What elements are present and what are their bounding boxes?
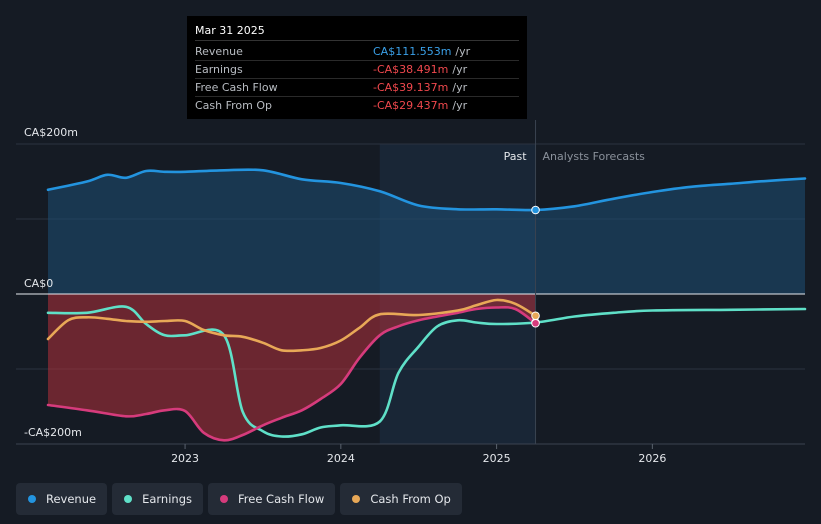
tooltip-unit: /yr [455, 45, 471, 58]
legend-item-free-cash-flow[interactable]: Free Cash Flow [208, 483, 336, 515]
series-fills [48, 169, 805, 441]
tooltip: Mar 31 2025 Revenue CA$111.553m/yr Earni… [187, 16, 527, 119]
tooltip-label: Revenue [195, 45, 243, 58]
legend-label: Cash From Op [370, 492, 451, 506]
tooltip-value: -CA$39.137m [373, 81, 449, 94]
legend: Revenue Earnings Free Cash Flow Cash Fro… [16, 483, 462, 515]
earnings-line [46, 305, 807, 438]
free-cash-flow-marker[interactable] [531, 318, 540, 328]
x-tick-label: 2023 [171, 452, 199, 465]
tooltip-unit: /yr [452, 81, 468, 94]
tooltip-label: Earnings [195, 63, 243, 76]
series-markers [531, 205, 540, 328]
legend-item-earnings[interactable]: Earnings [112, 483, 203, 515]
legend-label: Earnings [142, 492, 192, 506]
legend-item-cash-from-op[interactable]: Cash From Op [340, 483, 462, 515]
cash-from-op-marker[interactable] [531, 311, 540, 321]
x-axis: 2023 2024 2025 2026 [171, 444, 666, 465]
tooltip-label: Cash From Op [195, 99, 273, 112]
tooltip-row-revenue: Revenue CA$111.553m/yr [195, 43, 519, 61]
tooltip-row-free-cash-flow: Free Cash Flow -CA$39.137m/yr [195, 79, 519, 97]
revenue-marker[interactable] [531, 205, 540, 215]
cash-from-op-line [46, 298, 537, 353]
y-axis-label-zero: CA$0 [24, 277, 53, 290]
tooltip-label: Free Cash Flow [195, 81, 278, 94]
series-lines [46, 168, 807, 442]
past-label: Past [504, 150, 528, 163]
free-cash-flow-line [46, 305, 537, 442]
legend-label: Free Cash Flow [238, 492, 325, 506]
x-tick-label: 2026 [638, 452, 666, 465]
earnings-dot-icon [124, 495, 133, 503]
tooltip-row-cash-from-op: Cash From Op -CA$29.437m/yr [195, 97, 519, 114]
forecast-label: Analysts Forecasts [543, 150, 646, 163]
legend-item-revenue[interactable]: Revenue [16, 483, 108, 515]
tooltip-value: -CA$29.437m [373, 99, 449, 112]
revenue-dot-icon [28, 495, 36, 503]
y-axis-label-bottom: -CA$200m [24, 426, 82, 439]
tooltip-row-earnings: Earnings -CA$38.491m/yr [195, 61, 519, 79]
tooltip-unit: /yr [452, 63, 468, 76]
tooltip-value: -CA$38.491m [373, 63, 449, 76]
legend-label: Revenue [46, 492, 97, 506]
y-axis-label-top: CA$200m [24, 126, 78, 139]
x-tick-label: 2025 [483, 452, 511, 465]
tooltip-date: Mar 31 2025 [195, 24, 519, 41]
free-cash-flow-area [48, 294, 536, 441]
revenue-line [46, 168, 807, 212]
revenue-area [48, 169, 805, 294]
x-tick-label: 2024 [327, 452, 355, 465]
tooltip-unit: /yr [452, 99, 468, 112]
free-cash-flow-dot-icon [220, 495, 228, 503]
tooltip-value: CA$111.553m [373, 45, 452, 58]
cash-from-op-dot-icon [352, 495, 361, 503]
